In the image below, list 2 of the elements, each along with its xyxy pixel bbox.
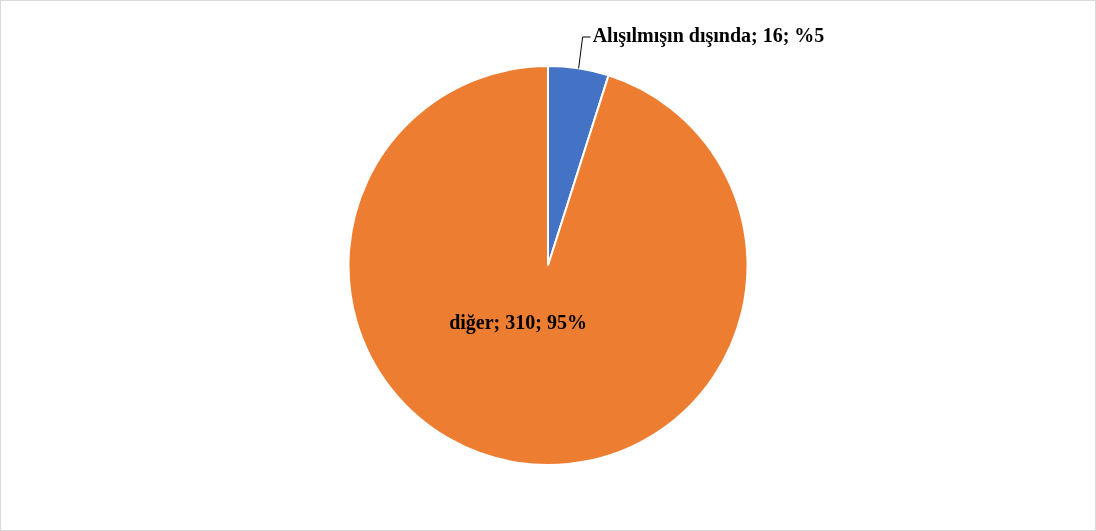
slice-label: Alışılmışın dışında; 16; %5 bbox=[592, 24, 825, 48]
slice-label: diğer; 310; 95% bbox=[449, 311, 587, 335]
